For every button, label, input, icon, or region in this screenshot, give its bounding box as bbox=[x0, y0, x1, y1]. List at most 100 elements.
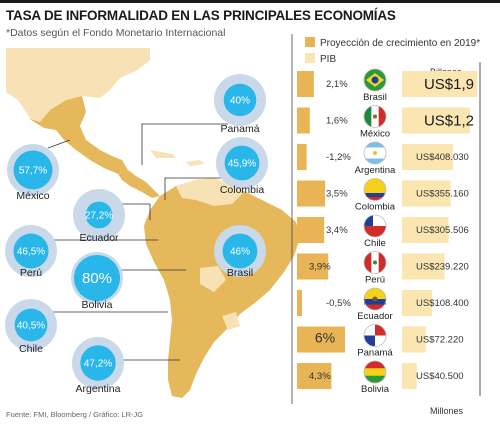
flag-ecuador-icon bbox=[363, 287, 387, 311]
bubble-mark bbox=[13, 233, 49, 269]
country-label: Argentina bbox=[355, 165, 396, 176]
country-label: Chile bbox=[364, 238, 386, 249]
bubble-panama: 40% Panamá bbox=[214, 74, 266, 135]
pib-units-bottom: Millones bbox=[430, 406, 464, 416]
bubble-brasil: 46% Brasil bbox=[214, 225, 266, 279]
bubble-country-label: Ecuador bbox=[79, 232, 119, 244]
bubble-colombia: 45,9% Colombia bbox=[216, 137, 268, 196]
country-label: Bolivia bbox=[361, 384, 390, 395]
map-north-america bbox=[6, 48, 150, 122]
map-south-america bbox=[144, 178, 300, 398]
country-row-ecuador: -0,5% Ecuador US$108.400 bbox=[297, 287, 469, 322]
bubble-country-label: Brasil bbox=[227, 267, 253, 279]
pib-value-label: US$1,9 bbox=[424, 76, 474, 93]
page-subtitle: *Datos según el Fondo Monetario Internac… bbox=[6, 27, 226, 39]
flag-peru-icon bbox=[363, 251, 387, 274]
pib-bar bbox=[402, 290, 433, 316]
country-row-bolivia: 4,3% Bolivia US$40.500 bbox=[297, 360, 464, 395]
country-row-panama: 6% Panamá US$72.220 bbox=[297, 324, 464, 359]
country-label: Panamá bbox=[357, 348, 393, 359]
legend-label-pib: PIB bbox=[320, 54, 336, 65]
bubble-country-label: Argentina bbox=[76, 383, 121, 395]
growth-value-label: 3,4% bbox=[326, 225, 348, 236]
growth-bar bbox=[297, 144, 307, 170]
bubble-value-label: 40,5% bbox=[17, 321, 45, 332]
economy-panel: Proyección de crecimiento en 2019* PIB B… bbox=[291, 34, 481, 416]
legend-swatch-pib bbox=[305, 53, 315, 63]
growth-value-label: 3,5% bbox=[326, 189, 348, 200]
map-venezuela bbox=[176, 178, 244, 206]
pib-bar bbox=[402, 253, 445, 280]
flag-panama-icon bbox=[363, 324, 387, 347]
map-connectors bbox=[44, 123, 254, 361]
growth-bar bbox=[297, 180, 325, 207]
bubble-country-label: Perú bbox=[20, 267, 42, 279]
bubble-peru: 46,5% Perú bbox=[5, 225, 57, 279]
map-paraguay bbox=[200, 266, 226, 292]
pib-value-label: US$72.220 bbox=[416, 335, 464, 346]
country-row-brasil: 2,1% Brasil US$1,9 bbox=[297, 68, 478, 103]
country-label: Perú bbox=[365, 275, 385, 286]
pib-value-label: US$408.030 bbox=[416, 152, 469, 163]
connector-ecuador bbox=[122, 203, 151, 220]
bubble-argentina: 47,2% Argentina bbox=[72, 337, 124, 395]
informality-bubbles: 40% Panamá 57,7% México 45,9% Colombia 27,2% Ec… bbox=[5, 74, 268, 395]
flag-chile-icon bbox=[363, 214, 387, 238]
connector-panama bbox=[141, 123, 228, 165]
map-uruguay bbox=[222, 312, 240, 330]
country-row-colombia: 3,5% Colombia US$355.160 bbox=[297, 178, 469, 213]
top-rule bbox=[0, 0, 500, 3]
page-title: TASA DE INFORMALIDAD EN LAS PRINCIPALES … bbox=[6, 8, 396, 23]
bubble-country-label: Chile bbox=[19, 343, 43, 355]
country-label: Brasil bbox=[363, 92, 387, 103]
connector-mexico bbox=[47, 139, 71, 149]
bubble-mark bbox=[13, 150, 53, 190]
pib-bar bbox=[402, 217, 449, 243]
bubble-country-label: México bbox=[16, 190, 49, 202]
flag-bolivia-icon bbox=[363, 360, 387, 384]
bubble-mark bbox=[14, 308, 48, 342]
growth-bar bbox=[297, 253, 329, 280]
growth-bar bbox=[297, 363, 332, 389]
pib-value-label: US$305.506 bbox=[416, 225, 469, 236]
bubble-value-label: 46,5% bbox=[17, 247, 45, 258]
bubble-mark bbox=[223, 83, 257, 117]
growth-bar bbox=[297, 107, 310, 134]
pib-value-label: US$108.400 bbox=[416, 298, 469, 309]
bubble-value-label: 27,2% bbox=[85, 211, 113, 222]
bubble-mark bbox=[74, 255, 120, 301]
growth-value-label: -1,2% bbox=[326, 152, 351, 163]
bubble-mark bbox=[222, 233, 258, 269]
pib-bar bbox=[402, 107, 470, 134]
bubble-country-label: Bolivia bbox=[82, 299, 113, 311]
pib-value-label: US$1,2 bbox=[424, 113, 474, 130]
connector-colombia bbox=[164, 177, 222, 200]
growth-bar bbox=[297, 290, 302, 316]
growth-value-label: 4,3% bbox=[309, 371, 331, 382]
map-caribbean bbox=[150, 150, 204, 166]
bubble-country-label: Panamá bbox=[220, 123, 259, 135]
growth-value-label: 1,6% bbox=[326, 116, 348, 127]
flag-mexico-icon bbox=[363, 105, 387, 128]
country-row-argentina: -1,2% Argentina US$408.030 bbox=[297, 141, 469, 176]
bubble-value-label: 46% bbox=[230, 247, 250, 258]
bubble-mark bbox=[85, 201, 113, 229]
pib-value-label: US$355.160 bbox=[416, 189, 469, 200]
country-label: Colombia bbox=[355, 202, 396, 213]
growth-value-label: -0,5% bbox=[326, 298, 351, 309]
country-row-chile: 3,4% Chile US$305.506 bbox=[297, 214, 469, 249]
growth-value-label: 2,1% bbox=[326, 79, 348, 90]
country-label: Ecuador bbox=[357, 311, 392, 322]
pib-bar bbox=[402, 144, 453, 170]
bubble-mexico: 57,7% México bbox=[7, 144, 59, 202]
pib-bar bbox=[402, 363, 417, 389]
pib-bar bbox=[402, 71, 478, 97]
growth-value-label: 6% bbox=[315, 330, 335, 346]
growth-value-label: 3,9% bbox=[309, 262, 331, 273]
country-row-mexico: 1,6% México US$1,2 bbox=[297, 105, 474, 140]
pib-value-label: US$40.500 bbox=[416, 371, 464, 382]
growth-bar bbox=[297, 217, 325, 243]
country-rows: 2,1% Brasil US$1,9 1,6% México US$1,2 -1,2% Arg… bbox=[297, 68, 478, 395]
pib-value-label: US$239.220 bbox=[416, 262, 469, 273]
